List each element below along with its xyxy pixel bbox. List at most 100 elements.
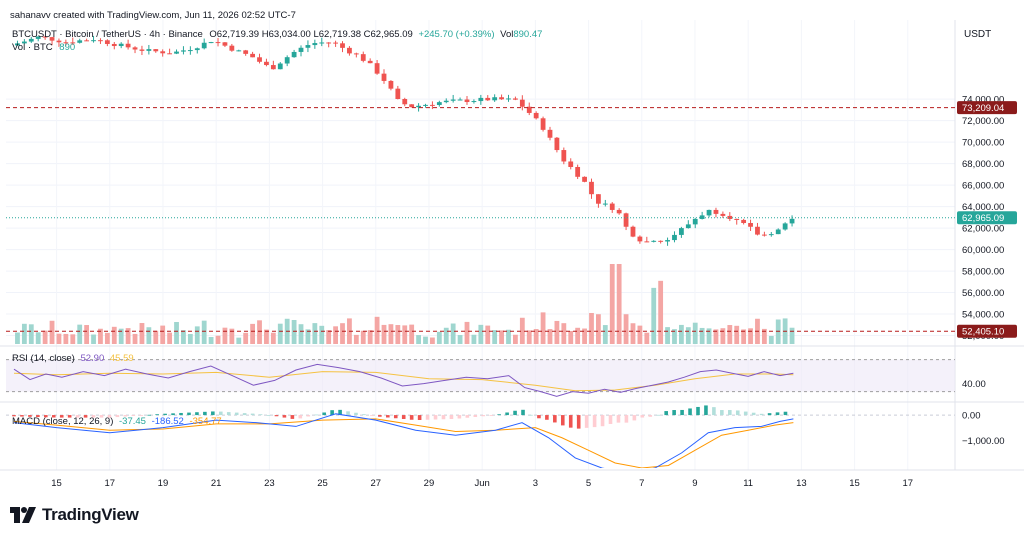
candle-body-88 — [623, 213, 629, 227]
candle-body-44 — [319, 42, 325, 44]
current-price-badge: 62,965.09 — [962, 213, 1004, 224]
candle-body-64 — [457, 99, 463, 101]
time-tick-label-2: 19 — [158, 478, 169, 489]
rsi-band-fill — [6, 359, 955, 392]
candle-body-100 — [706, 209, 712, 216]
candle-body-26 — [194, 48, 200, 51]
candle-body-25 — [187, 50, 193, 52]
volume-bar-55 — [395, 325, 401, 344]
macd-hist-bar-67 — [545, 415, 549, 420]
resistance-badge: 73,209.04 — [962, 103, 1004, 114]
candle-body-55 — [395, 88, 401, 100]
macd-hist-bar-51 — [417, 415, 422, 420]
volume-bar-23 — [174, 322, 179, 344]
candle-body-18 — [139, 49, 145, 51]
candle-body-101 — [713, 209, 719, 214]
volume-bar-32 — [236, 337, 242, 344]
macd-hist-bar-53 — [433, 415, 438, 420]
volume-bar-93 — [658, 280, 664, 344]
candle-body-12 — [98, 40, 103, 42]
macd-hist-bar-85 — [688, 408, 692, 416]
time-tick-label-5: 25 — [317, 478, 328, 489]
candle-body-16 — [125, 43, 131, 48]
volume-bar-41 — [298, 324, 304, 344]
macd-hist-bar-75 — [608, 415, 613, 424]
candle-body-78 — [554, 137, 560, 151]
price-tick-label-7: 60,000.00 — [962, 245, 1004, 256]
currency-label[interactable]: USDT — [964, 29, 992, 40]
time-tick-label-15: 15 — [849, 478, 860, 489]
macd-signal-value: -354.77 — [189, 416, 222, 427]
macd-hist-bar-70 — [568, 415, 573, 428]
price-tick-label-2: 70,000.00 — [962, 138, 1004, 149]
support-badge: 52,405.10 — [962, 327, 1004, 338]
rsi-ma-value: 45.59 — [109, 353, 134, 364]
candle-body-52 — [374, 63, 380, 74]
time-tick-label-6: 27 — [370, 478, 381, 489]
candle-body-63 — [450, 99, 456, 101]
macd-hist-bar-76 — [616, 415, 621, 423]
candle-body-54 — [388, 80, 394, 89]
macd-hist-bar-69 — [560, 415, 565, 426]
candle-body-49 — [353, 53, 359, 55]
volume-bar-110 — [775, 319, 781, 344]
macd-hist-bar-84 — [680, 409, 684, 416]
volume-bar-16 — [125, 328, 131, 344]
candle-body-67 — [478, 97, 484, 102]
chart-grid — [0, 20, 1024, 471]
volume-bar-26 — [194, 326, 200, 344]
candle-body-32 — [236, 50, 242, 52]
volume-bar-108 — [761, 328, 767, 344]
candle-body-99 — [699, 215, 705, 219]
volume-bar-30 — [222, 327, 228, 344]
macd-hist-bar-39 — [322, 412, 326, 416]
candle-body-39 — [284, 57, 290, 64]
candle-body-56 — [402, 99, 408, 105]
candle-body-69 — [492, 97, 498, 101]
volume-bar-97 — [685, 327, 691, 344]
time-tick-label-13: 11 — [743, 478, 753, 489]
macd-label[interactable]: MACD (close, 12, 26, 9) — [12, 416, 114, 427]
candle-body-62 — [443, 100, 449, 103]
rsi-legend: RSI (14, close) 52.90 45.59 — [12, 353, 134, 364]
price-tick-label-3: 68,000.00 — [962, 159, 1004, 170]
macd-hist-bar-59 — [481, 415, 486, 417]
candle-body-83 — [589, 181, 594, 195]
volume-bar-70 — [499, 330, 504, 344]
candle-body-79 — [561, 150, 567, 162]
volume-bar-75 — [533, 329, 539, 344]
time-tick-label-7: 29 — [424, 478, 435, 489]
price-candles — [15, 35, 795, 246]
macd-hist-bar-61 — [497, 414, 501, 416]
macd-hist-bar-24 — [203, 411, 207, 416]
volume-bar-14 — [111, 326, 117, 344]
macd-hist-bar-96 — [775, 412, 780, 416]
macd-hist-bar-38 — [314, 414, 319, 416]
price-tick-label-10: 54,000.00 — [962, 310, 1004, 321]
volume-bar-106 — [748, 328, 753, 344]
macd-hist-bar-55 — [449, 415, 454, 419]
macd-hist-bar-4 — [44, 415, 48, 418]
candle-body-80 — [568, 161, 574, 167]
symbol-text[interactable]: BTCUSDT · Bitcoin / TetherUS · 4h · Bina… — [12, 29, 203, 40]
candle-body-4 — [42, 36, 48, 38]
candle-body-31 — [229, 45, 235, 51]
macd-hist-bar-97 — [783, 411, 788, 416]
candle-body-85 — [602, 203, 608, 205]
candle-body-11 — [91, 40, 96, 42]
volume-bar-68 — [485, 325, 491, 344]
macd-line-value: -186.52 — [151, 416, 184, 427]
volume-bar-104 — [734, 325, 740, 344]
tradingview-logo: TradingView — [10, 505, 139, 525]
macd-hist-bar-79 — [640, 415, 645, 418]
vol-btc-label[interactable]: Vol · BTC — [12, 42, 53, 53]
candle-body-1 — [21, 41, 27, 44]
candle-body-40 — [291, 51, 297, 58]
candle-body-6 — [56, 40, 62, 43]
candle-body-110 — [775, 229, 781, 235]
candle-body-19 — [146, 49, 152, 51]
rsi-label[interactable]: RSI (14, close) — [12, 353, 75, 364]
volume-bar-78 — [554, 320, 560, 344]
macd-hist-bar-0 — [12, 415, 16, 417]
